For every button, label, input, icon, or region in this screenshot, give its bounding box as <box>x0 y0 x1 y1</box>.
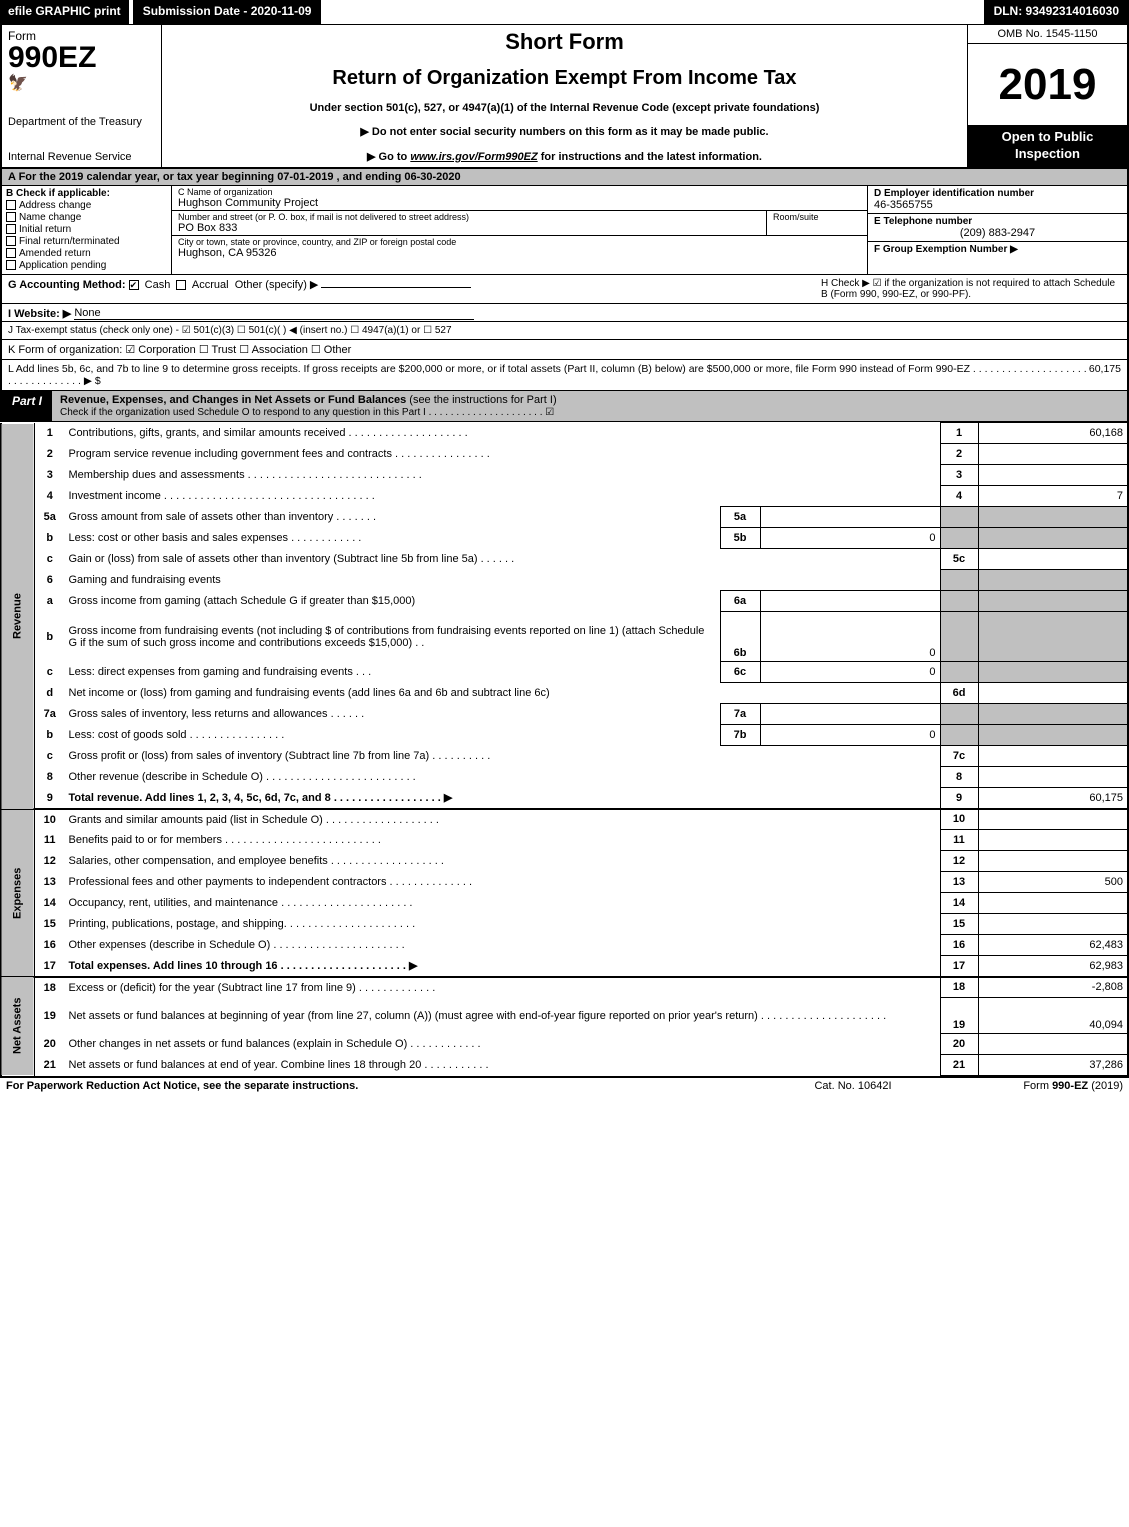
row-h: H Check ▶ ☑ if the organization is not r… <box>821 278 1121 300</box>
omb-number: OMB No. 1545-1150 <box>968 25 1127 44</box>
box-b-title: B Check if applicable: <box>6 188 167 199</box>
val-15 <box>978 914 1128 935</box>
box-d: D Employer identification number 46-3565… <box>868 186 1127 214</box>
val-18: -2,808 <box>978 977 1128 998</box>
val-10 <box>978 809 1128 830</box>
val-3 <box>978 465 1128 486</box>
chk-accrual[interactable] <box>176 280 186 290</box>
dept-treasury: Department of the Treasury <box>8 116 155 128</box>
row-i: I Website: ▶ None <box>0 304 1129 322</box>
val-4: 7 <box>978 486 1128 507</box>
val-5b: 0 <box>760 528 940 549</box>
header-center: Short Form Return of Organization Exempt… <box>162 25 967 167</box>
chk-cash[interactable] <box>129 280 139 290</box>
row-g: G Accounting Method: Cash Accrual Other … <box>8 278 821 300</box>
page-footer: For Paperwork Reduction Act Notice, see … <box>0 1076 1129 1094</box>
val-7c <box>978 746 1128 767</box>
side-netassets: Net Assets <box>1 977 35 1076</box>
telephone: (209) 883-2947 <box>874 227 1121 239</box>
footer-formref: Form 990-EZ (2019) <box>943 1080 1123 1092</box>
box-e: E Telephone number (209) 883-2947 <box>868 214 1127 242</box>
chk-amended[interactable]: Amended return <box>6 248 167 259</box>
irs-link[interactable]: www.irs.gov/Form990EZ <box>410 151 537 163</box>
chk-address-change[interactable]: Address change <box>6 200 167 211</box>
website-value: None <box>74 307 474 320</box>
tax-year: 2019 <box>968 44 1127 125</box>
city-state-zip: Hughson, CA 95326 <box>178 247 861 259</box>
revenue-table: Revenue 1Contributions, gifts, grants, a… <box>0 422 1129 1076</box>
form-header: Form 990EZ 🦅 Department of the Treasury … <box>0 24 1129 169</box>
footer-catno: Cat. No. 10642I <box>763 1080 943 1092</box>
val-6b: 0 <box>760 612 940 662</box>
header-left: Form 990EZ 🦅 Department of the Treasury … <box>2 25 162 167</box>
addr-row: Number and street (or P. O. box, if mail… <box>172 211 867 236</box>
subtitle-ssn: ▶ Do not enter social security numbers o… <box>170 125 959 138</box>
footer-paperwork: For Paperwork Reduction Act Notice, see … <box>6 1080 763 1092</box>
val-20 <box>978 1034 1128 1055</box>
title-short-form: Short Form <box>170 29 959 55</box>
subtitle-goto: ▶ Go to www.irs.gov/Form990EZ for instru… <box>170 150 959 163</box>
submission-date: Submission Date - 2020-11-09 <box>133 0 322 24</box>
org-name: Hughson Community Project <box>178 197 861 209</box>
val-8 <box>978 767 1128 788</box>
info-block: B Check if applicable: Address change Na… <box>0 186 1129 275</box>
boxes-def: D Employer identification number 46-3565… <box>867 186 1127 274</box>
chk-initial-return[interactable]: Initial return <box>6 224 167 235</box>
val-14 <box>978 893 1128 914</box>
val-5a <box>760 507 940 528</box>
chk-name-change[interactable]: Name change <box>6 212 167 223</box>
val-6d <box>978 683 1128 704</box>
val-21: 37,286 <box>978 1055 1128 1076</box>
dln: DLN: 93492314016030 <box>984 0 1129 24</box>
efile-label: efile GRAPHIC print <box>0 0 129 24</box>
rows-gh: G Accounting Method: Cash Accrual Other … <box>0 275 1129 304</box>
part-1-title: Revenue, Expenses, and Changes in Net As… <box>52 391 1127 421</box>
box-f: F Group Exemption Number ▶ <box>868 242 1127 274</box>
eagle-icon: 🦅 <box>8 73 155 93</box>
row-a-period: A For the 2019 calendar year, or tax yea… <box>0 169 1129 186</box>
part-1-header: Part I Revenue, Expenses, and Changes in… <box>0 391 1129 422</box>
city-cell: City or town, state or province, country… <box>172 236 867 260</box>
side-expenses: Expenses <box>1 809 35 977</box>
val-7b: 0 <box>760 725 940 746</box>
irs-label: Internal Revenue Service <box>8 151 155 163</box>
street-address: PO Box 833 <box>178 222 760 234</box>
box-b: B Check if applicable: Address change Na… <box>2 186 172 274</box>
room-suite: Room/suite <box>767 211 867 235</box>
val-6c: 0 <box>760 662 940 683</box>
val-2 <box>978 444 1128 465</box>
row-k: K Form of organization: ☑ Corporation ☐ … <box>0 340 1129 360</box>
val-9: 60,175 <box>978 788 1128 809</box>
val-17: 62,983 <box>978 956 1128 977</box>
val-5c <box>978 549 1128 570</box>
val-13: 500 <box>978 872 1128 893</box>
subtitle-section: Under section 501(c), 527, or 4947(a)(1)… <box>170 102 959 114</box>
chk-pending[interactable]: Application pending <box>6 260 167 271</box>
ein: 46-3565755 <box>874 199 1121 211</box>
val-1: 60,168 <box>978 423 1128 444</box>
form-number: 990EZ <box>8 43 155 73</box>
title-return: Return of Organization Exempt From Incom… <box>170 67 959 90</box>
val-12 <box>978 851 1128 872</box>
row-j: J Tax-exempt status (check only one) - ☑… <box>0 322 1129 340</box>
org-name-cell: C Name of organization Hughson Community… <box>172 186 867 211</box>
row-l: L Add lines 5b, 6c, and 7b to line 9 to … <box>0 360 1129 391</box>
side-revenue: Revenue <box>1 423 35 809</box>
chk-final-return[interactable]: Final return/terminated <box>6 236 167 247</box>
val-11 <box>978 830 1128 851</box>
val-6a <box>760 591 940 612</box>
gross-receipts: 60,175 <box>1089 363 1121 387</box>
box-c: C Name of organization Hughson Community… <box>172 186 867 274</box>
val-7a <box>760 704 940 725</box>
val-19: 40,094 <box>978 998 1128 1034</box>
open-inspection: Open to Public Inspection <box>968 125 1127 167</box>
top-bar: efile GRAPHIC print Submission Date - 20… <box>0 0 1129 24</box>
part-1-label: Part I <box>2 391 52 421</box>
val-16: 62,483 <box>978 935 1128 956</box>
header-right: OMB No. 1545-1150 2019 Open to Public In… <box>967 25 1127 167</box>
